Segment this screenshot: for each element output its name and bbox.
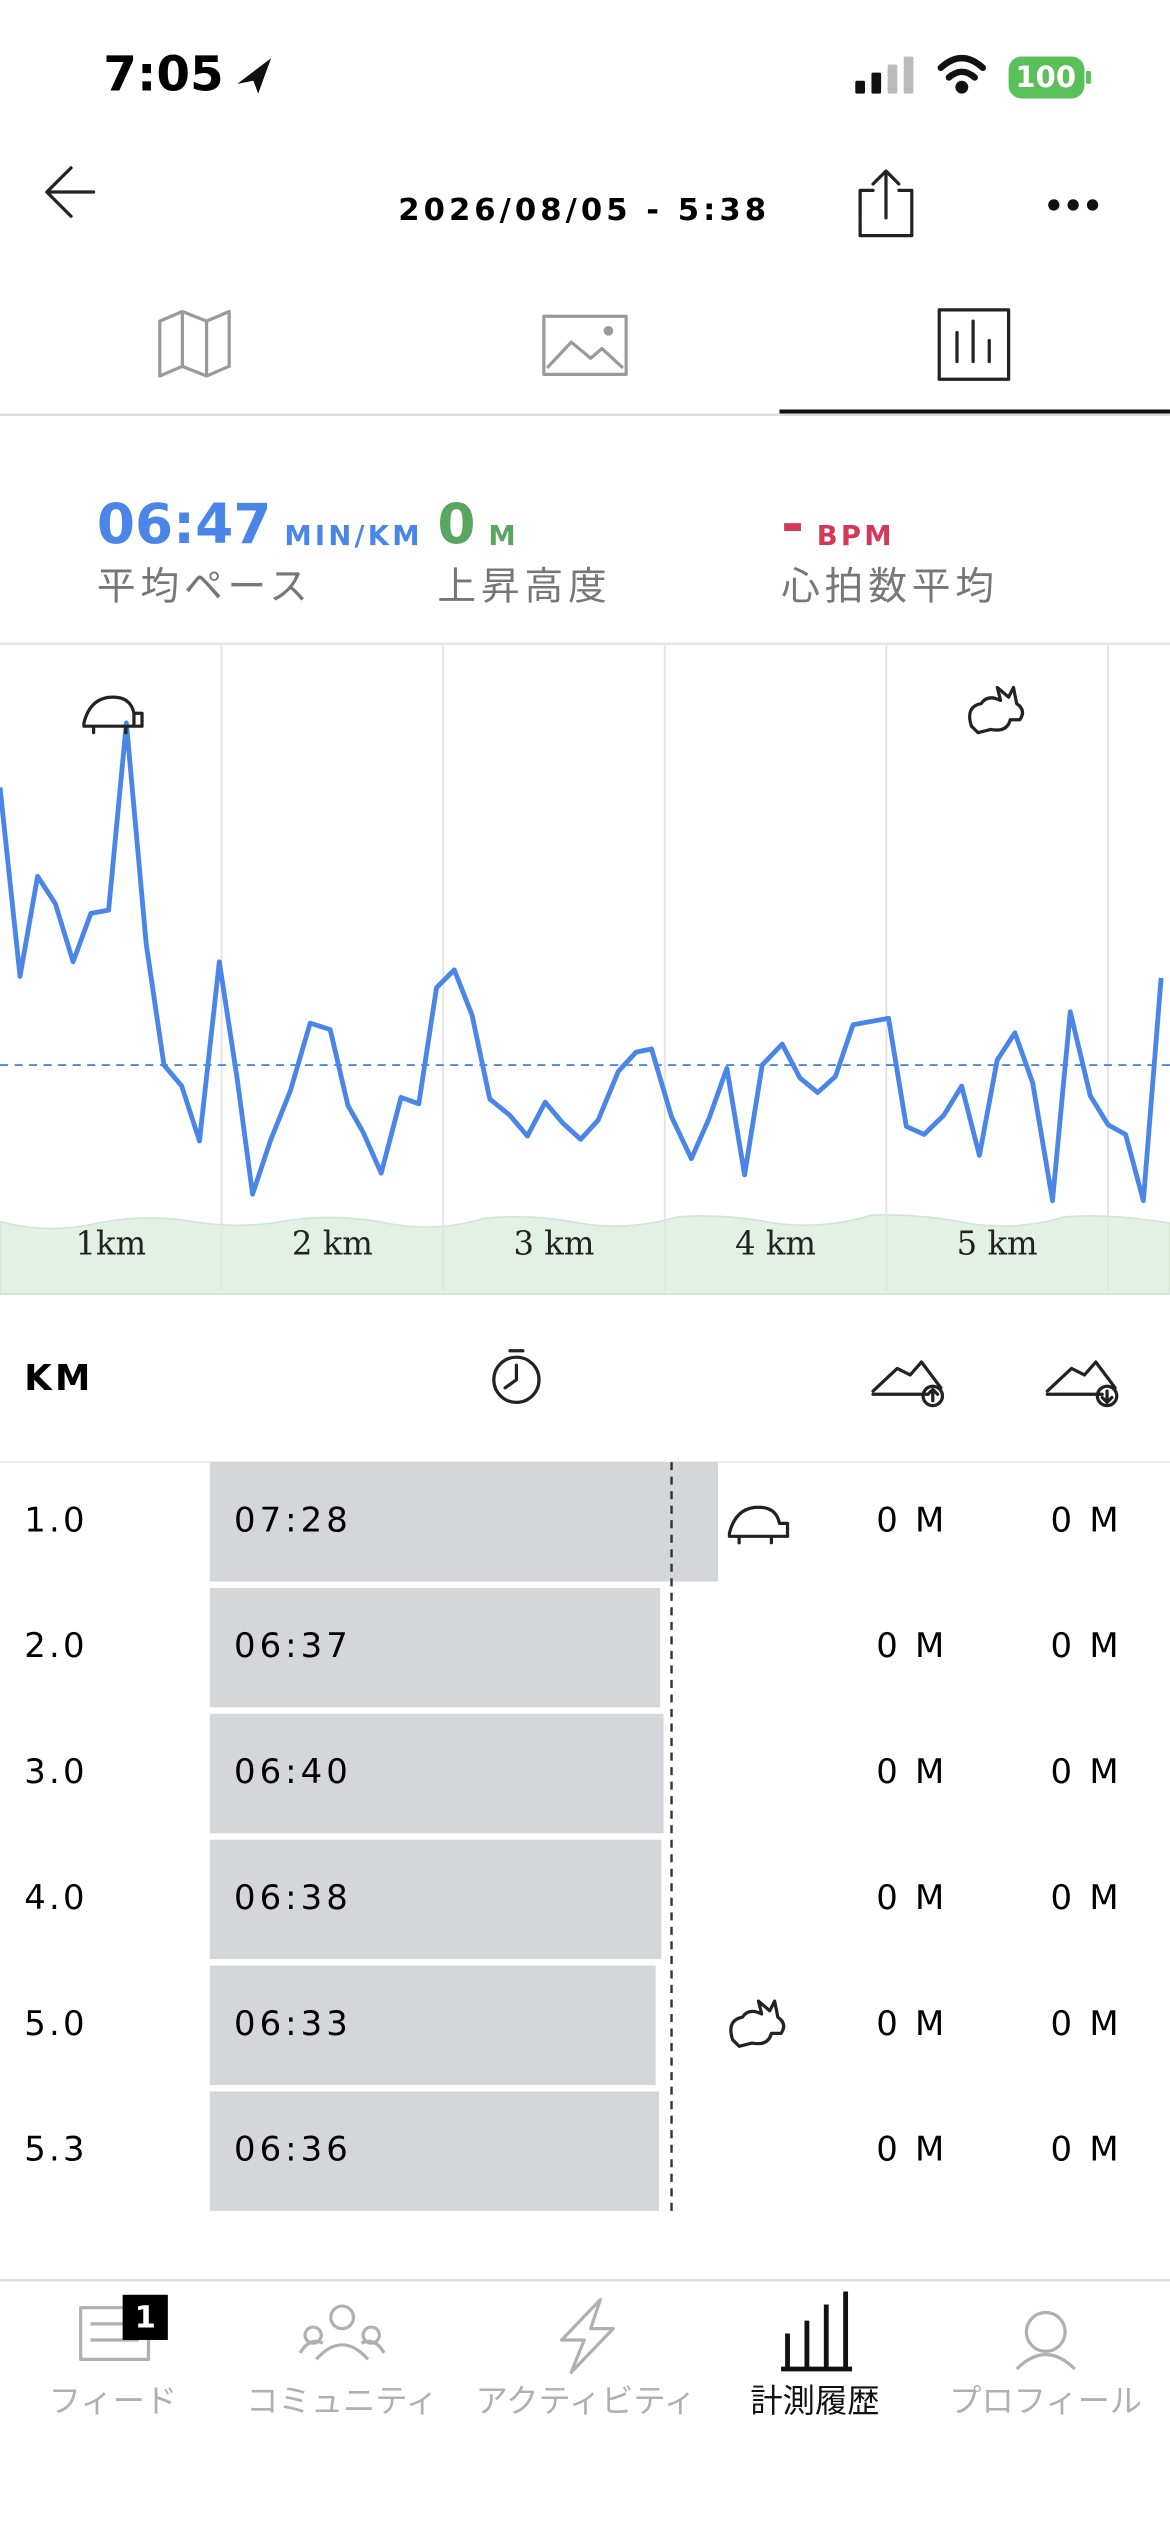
split-km: 3.0 [24, 1752, 88, 1791]
time-column-icon [492, 1349, 541, 1404]
stat-label: 上昇高度 [437, 565, 611, 610]
pace-chart: 1km 2 km 3 km 4 km 5 km [0, 645, 1170, 1296]
fastest-icon [968, 685, 1025, 735]
battery-tip [1086, 71, 1091, 84]
tab-label[interactable]: コミュニティ [246, 2382, 438, 2420]
split-km: 1.0 [24, 1500, 88, 1539]
split-km: 2.0 [24, 1626, 88, 1665]
stat-label: 平均ペース [97, 565, 313, 610]
x-tick-label: 4 km [735, 1224, 816, 1262]
tab-badge [122, 2294, 168, 2340]
tab-label[interactable]: アクティビティ [476, 2382, 696, 2420]
stat-unit: MIN/KM [284, 521, 422, 552]
slowest-split-icon [727, 1505, 790, 1545]
split-pace: 06:37 [234, 1626, 352, 1665]
stat-value: 0 [437, 492, 475, 556]
photo-tab[interactable] [542, 314, 628, 377]
split-km: 4.0 [24, 1878, 88, 1917]
tab-label[interactable]: プロフィール [949, 2382, 1142, 2420]
map-tab[interactable] [158, 309, 231, 378]
split-loss: 0 M [1051, 2130, 1122, 2169]
x-tick-label: 2 km [292, 1224, 373, 1262]
split-km: 5.3 [24, 2130, 88, 2169]
back-button[interactable] [45, 166, 96, 218]
x-tick-label: 5 km [957, 1224, 1038, 1262]
split-bar [209, 1965, 656, 2085]
signal-icon [855, 56, 914, 94]
split-gain: 0 M [876, 1626, 947, 1665]
gain-column-icon [871, 1360, 945, 1408]
split-bar [209, 1587, 661, 1708]
stat-unit: BPM [817, 521, 895, 552]
split-gain: 0 M [876, 1500, 947, 1539]
split-loss: 0 M [1051, 1626, 1122, 1665]
tab-icon[interactable] [559, 2298, 615, 2374]
loss-column-icon [1045, 1360, 1119, 1408]
split-gain: 0 M [876, 2004, 947, 2043]
stat-value: - [781, 492, 804, 556]
more-button[interactable] [1048, 199, 1099, 211]
split-pace: 06:33 [234, 2004, 352, 2043]
splits-table: 1.0 07:28 0 M 0 M 2.0 06:37 0 M 0 M 3.0 06:40 0 M 0… [24, 1462, 1122, 2211]
activity-title: 2026/08/05 - 5:38 [398, 193, 770, 228]
split-km: 5.0 [24, 2004, 88, 2043]
split-pace: 07:28 [234, 1500, 352, 1539]
split-bar [209, 1839, 662, 1960]
tab-bar: フィード 1 コミュニティ アクティビティ 計測履歴 プロフィール [49, 2291, 1142, 2420]
x-tick-label: 1km [75, 1224, 146, 1262]
split-loss: 0 M [1051, 2004, 1122, 2043]
tab-label[interactable]: フィード [49, 2382, 177, 2420]
location-icon [237, 58, 272, 94]
share-button[interactable] [858, 169, 914, 238]
split-bar [209, 1713, 664, 1834]
stats: 06:47 MIN/KM 平均ペース 0 M 上昇高度 - BPM 心拍数平均 [97, 492, 999, 610]
slowest-icon [82, 695, 144, 735]
split-pace: 06:40 [234, 1752, 352, 1791]
pace-line [0, 720, 1164, 1204]
clock: 7:05 [103, 46, 223, 102]
elevation-area [0, 1214, 1170, 1296]
tab-label[interactable]: 計測履歴 [750, 2382, 879, 2420]
fastest-split-icon [729, 1999, 786, 2048]
battery-level: 100 [1015, 60, 1076, 94]
split-gain: 0 M [876, 1878, 947, 1917]
km-column-header: KM [24, 1358, 93, 1399]
x-tick-label: 3 km [514, 1224, 595, 1262]
split-loss: 0 M [1051, 1878, 1122, 1917]
stat-unit: M [488, 521, 519, 552]
split-bar [209, 1462, 719, 1582]
wifi-icon [937, 54, 987, 94]
tab-icon[interactable] [781, 2291, 853, 2372]
stat-label: 心拍数平均 [781, 565, 999, 610]
battery [1008, 56, 1085, 99]
split-pace: 06:38 [234, 1878, 352, 1917]
tab-icon[interactable] [1015, 2310, 1076, 2371]
tab-icon[interactable] [298, 2304, 386, 2361]
tab-badge-count: 1 [135, 2300, 156, 2335]
split-bar [209, 2091, 660, 2211]
split-loss: 0 M [1051, 1500, 1122, 1539]
stat-value: 06:47 [97, 492, 272, 556]
split-loss: 0 M [1051, 1752, 1122, 1791]
chart-tab[interactable] [937, 308, 1011, 381]
split-gain: 0 M [876, 1752, 947, 1791]
split-pace: 06:36 [234, 2130, 352, 2169]
split-gain: 0 M [876, 2130, 947, 2169]
